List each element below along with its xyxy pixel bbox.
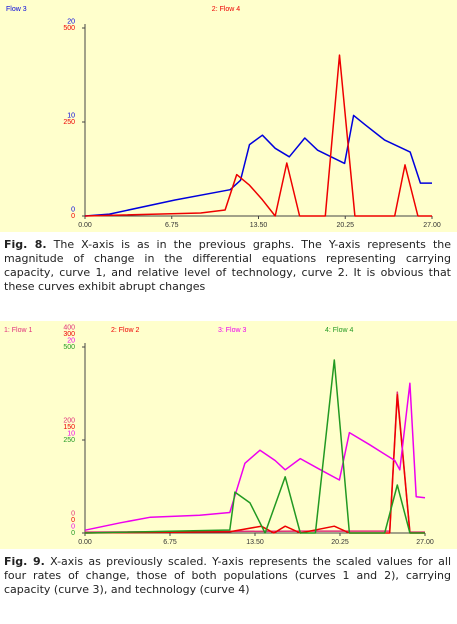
y-tick-label: 0 [71,213,75,220]
x-tick-label: 13.50 [250,222,268,229]
y-tick-label: 500 [63,344,75,351]
legend-entry: 2: Flow 2 [111,327,140,334]
y-tick-label: 150 [63,424,75,431]
x-tick-label: 0.00 [78,539,92,546]
y-tick-label: 0 [71,517,75,524]
x-tick-label: 20.25 [336,222,354,229]
y-tick-label: 10 [67,112,75,119]
chart: 0.00 6.75 13.50 20.25 27.00 Flow 3 0 10 20 2: Flo… [0,0,457,232]
y-tick-label: 200 [63,417,75,424]
legend-entry: 2: Flow 4 [212,6,241,13]
y-tick-label: 20 [67,337,75,344]
y-tick-label: 10 [67,430,75,437]
x-tick-label: 20.25 [331,539,349,546]
caption-text: X-axis as previously scaled. Y-axis repr… [4,555,452,596]
y-tick-label: 500 [63,25,75,32]
y-tick-label: 0 [71,206,75,213]
series-line [84,114,432,217]
y-tick-label: 250 [63,119,75,126]
y-tick-label: 0 [71,523,75,530]
x-tick-label: 27.00 [423,222,441,229]
caption: Fig. 9. X-axis as previously scaled. Y-a… [4,555,451,597]
y-tick-label: 0 [71,530,75,537]
caption-text: The X-axis is as in the previous graphs.… [4,238,451,293]
y-tick-label: 300 [63,331,75,338]
caption: Fig. 8. The X-axis is as in the previous… [4,238,451,294]
series-line [84,54,432,217]
y-tick-label: 250 [63,437,75,444]
chart-background [0,0,457,232]
x-tick-label: 6.75 [165,222,179,229]
chart-background [0,321,457,549]
series-line [84,382,426,531]
legend-entry: Flow 3 [6,6,27,13]
legend-entry: 1: Flow 1 [4,327,33,334]
x-tick-label: 27.00 [416,539,434,546]
legend-entry: 4: Flow 4 [325,327,354,334]
series-line [84,393,425,534]
y-tick-label: 0 [71,510,75,517]
x-tick-label: 6.75 [163,539,177,546]
x-tick-label: 13.50 [246,539,264,546]
y-tick-label: 400 [63,324,75,331]
legend-entry: 3: Flow 3 [218,327,247,334]
series-line [84,359,425,534]
y-tick-label: 20 [67,18,75,25]
caption-label: Fig. 8. [4,238,47,251]
caption-label: Fig. 9. [4,555,45,568]
x-tick-label: 0.00 [78,222,92,229]
